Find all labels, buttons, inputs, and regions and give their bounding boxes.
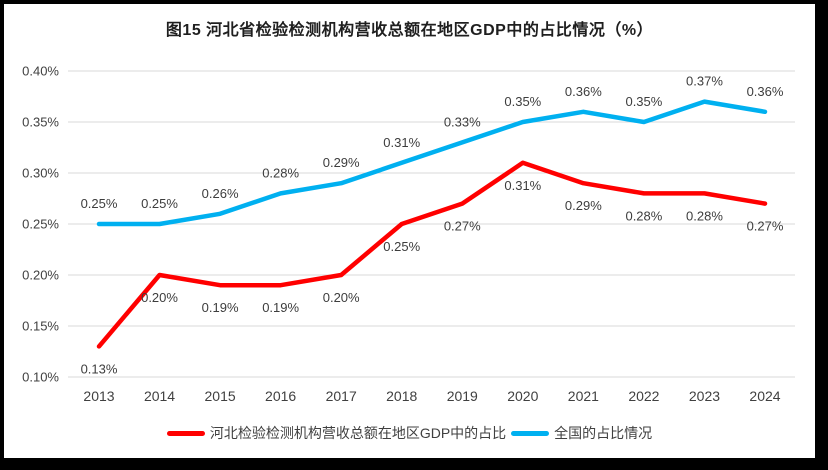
series-line [96, 160, 768, 349]
chart-panel: 图15 河北省检验检测机构营收总额在地区GDP中的占比情况（%） 0.10% 0.… [4, 4, 815, 458]
legend-item-national: 全国的占比情况 [511, 423, 652, 443]
data-label: 0.25% [141, 196, 178, 211]
legend-label-national: 全国的占比情况 [554, 425, 653, 441]
data-label: 0.36% [565, 84, 602, 99]
data-label: 0.20% [323, 290, 360, 305]
chart-canvas: 0.10% 0.15% 0.20% 0.25% 0.30% 0.35% 0.40% 2013 2… [22, 64, 795, 404]
x-axis-tick: 2021 [568, 388, 599, 404]
x-axis-tick: 2019 [447, 388, 478, 404]
x-axis-tick: 2016 [265, 388, 296, 404]
y-axis-tick: 0.20% [22, 268, 59, 283]
data-label: 0.36% [747, 84, 784, 99]
data-label: 0.27% [747, 219, 784, 234]
data-label: 0.29% [565, 198, 602, 213]
data-label: 0.25% [383, 239, 420, 254]
data-label: 0.25% [81, 196, 118, 211]
y-axis-tick: 0.30% [22, 166, 59, 181]
x-axis-tick: 2018 [386, 388, 417, 404]
y-axis-tick: 0.15% [22, 319, 59, 334]
x-axis-tick: 2014 [144, 388, 175, 404]
x-axis-tick: 2015 [205, 388, 236, 404]
x-axis-tick: 2023 [689, 388, 720, 404]
chart-legend: 河北检验检测机构营收总额在地区GDP中的占比 全国的占比情况 [4, 422, 815, 444]
x-axis-tick: 2013 [83, 388, 114, 404]
chart-title: 图15 河北省检验检测机构营收总额在地区GDP中的占比情况（%） [165, 22, 654, 39]
x-axis-tick: 2022 [628, 388, 659, 404]
y-axis-tick: 0.35% [22, 115, 59, 130]
data-label: 0.31% [504, 178, 541, 193]
legend-label-hebei: 河北检验检测机构营收总额在地区GDP中的占比 [209, 425, 507, 441]
data-label: 0.35% [504, 94, 541, 109]
data-label: 0.27% [444, 219, 481, 234]
series-line [96, 99, 768, 227]
data-label: 0.26% [202, 186, 239, 201]
y-axis-tick: 0.10% [22, 370, 59, 385]
x-axis-tick: 2020 [507, 388, 538, 404]
data-label: 0.28% [262, 165, 299, 180]
data-label: 0.28% [625, 208, 662, 223]
y-axis-tick: 0.25% [22, 217, 59, 232]
data-label: 0.35% [625, 94, 662, 109]
data-label: 0.13% [81, 361, 118, 376]
x-axis-tick: 2017 [326, 388, 357, 404]
hebei-series-line-swatch [166, 430, 205, 436]
data-label: 0.20% [141, 290, 178, 305]
x-axis-tick: 2024 [749, 388, 780, 404]
data-label: 0.28% [686, 208, 723, 223]
legend-item-hebei: 河北检验检测机构营收总额在地区GDP中的占比 [166, 423, 507, 443]
data-label: 0.31% [383, 135, 420, 150]
data-label: 0.19% [262, 300, 299, 315]
data-label: 0.37% [686, 74, 723, 89]
y-axis-tick: 0.40% [22, 64, 59, 79]
national-series-line-swatch [511, 430, 550, 436]
data-label: 0.19% [202, 300, 239, 315]
data-label: 0.33% [444, 114, 481, 129]
data-label: 0.29% [323, 155, 360, 170]
